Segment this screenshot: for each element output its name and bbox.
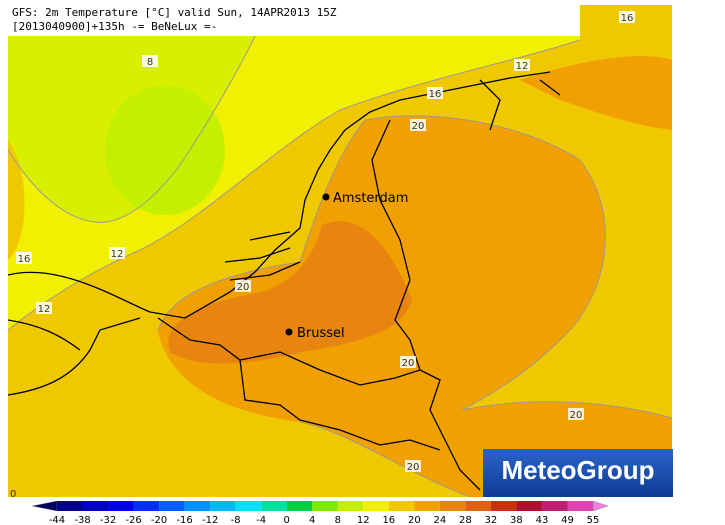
colorbar-label: -44 [49, 515, 65, 525]
colorbar-label: -8 [231, 515, 241, 525]
contour-label-bg [410, 119, 426, 131]
colorbar-swatch [388, 501, 415, 511]
contour-label-bg [36, 302, 52, 314]
contour-label: 12 [38, 304, 51, 315]
colorbar-swatch [516, 501, 542, 511]
colorbar-swatch [108, 501, 134, 511]
colorbar-label: 43 [536, 515, 549, 525]
colorbar-swatch [184, 501, 211, 511]
colorbar-label: 20 [408, 515, 421, 525]
logo-box [483, 449, 673, 497]
colorbar-label: 8 [335, 515, 341, 525]
colorbar-swatch [82, 501, 109, 511]
contour-label-bg [514, 59, 530, 71]
colorbar-end [31, 500, 58, 512]
contour-label-bg [142, 55, 158, 67]
contour-label: 8 [147, 57, 153, 68]
colorbar-swatch [541, 501, 568, 511]
city-dot [285, 328, 293, 336]
colorbar-end [592, 500, 609, 512]
logo: MeteoGroup [501, 455, 654, 485]
contour-label-bg [427, 87, 443, 99]
contour-label: 16 [621, 13, 634, 24]
contour-label: 12 [516, 61, 529, 72]
contour-label: 16 [429, 89, 442, 100]
colorbar: -44 -38 -32 -26 -20 -16 -12 -8 -4 0 4 8 12 16 20 24 28 32… [31, 500, 609, 525]
header-line: [2013040900]+135h -= BeNeLux =- [12, 20, 217, 33]
colorbar-label: -26 [125, 515, 141, 525]
colorbar-label: -4 [256, 515, 266, 525]
contour-label-bg [16, 252, 32, 264]
colorbar-swatch [465, 501, 491, 511]
colorbar-label: -16 [176, 515, 192, 525]
colorbar-swatch [363, 501, 389, 511]
colorbar-swatch [159, 501, 185, 511]
colorbar-label: 28 [459, 515, 472, 525]
colorbar-swatch [235, 501, 262, 511]
colorbar-label: 49 [561, 515, 574, 525]
colorbar-label: 38 [510, 515, 523, 525]
colorbar-label: -12 [202, 515, 218, 525]
colorbar-label: -32 [100, 515, 116, 525]
colorbar-swatch [133, 501, 160, 511]
colorbar-swatch [490, 501, 517, 511]
contour-label: 20 [412, 121, 425, 132]
contour-label-bg [405, 460, 421, 472]
colorbar-label: 12 [357, 515, 370, 525]
colorbar-swatch [210, 501, 236, 511]
colorbar-label: -20 [151, 515, 167, 525]
colorbar-swatch [261, 501, 287, 511]
map-field [8, 5, 672, 497]
colorbar-label: 24 [433, 515, 446, 525]
contour-label-bg [619, 11, 635, 23]
colorbar-label: 16 [382, 515, 395, 525]
colorbar-swatch [57, 501, 83, 511]
header-box [8, 5, 580, 36]
colorbar-swatch [414, 501, 440, 511]
city-dot [322, 193, 330, 201]
colorbar-label: 4 [309, 515, 315, 525]
colorbar-label: 0 [284, 515, 290, 525]
colorbar-swatch [337, 501, 364, 511]
colorbar-swatch [286, 501, 313, 511]
contour-label: 12 [111, 249, 124, 260]
contour-label-bg [568, 408, 584, 420]
contour-label-bg [400, 356, 416, 368]
city-label: Amsterdam [333, 191, 408, 206]
colorbar-swatch [567, 501, 593, 511]
colorbar-swatch [312, 501, 338, 511]
contour-label-bg [109, 247, 125, 259]
contour-label: 16 [18, 254, 31, 265]
colorbar-label: -38 [74, 515, 90, 525]
contour-label: 20 [570, 410, 583, 421]
contour-labels: 8 12 12 12 16 16 16 20 20 20 20 20 [16, 11, 635, 473]
contour-label: 20 [237, 282, 250, 293]
header-line: GFS: 2m Temperature [°C] valid Sun, 14AP… [12, 6, 337, 19]
contour-label: 20 [407, 462, 420, 473]
city-label: Brussel [297, 326, 345, 341]
contour-label-bg [235, 280, 251, 292]
corner-label: 0 [10, 489, 16, 500]
colorbar-swatch [439, 501, 466, 511]
colorbar-label: 32 [485, 515, 498, 525]
colorbar-label: 55 [587, 515, 600, 525]
contour-label: 20 [402, 358, 415, 369]
